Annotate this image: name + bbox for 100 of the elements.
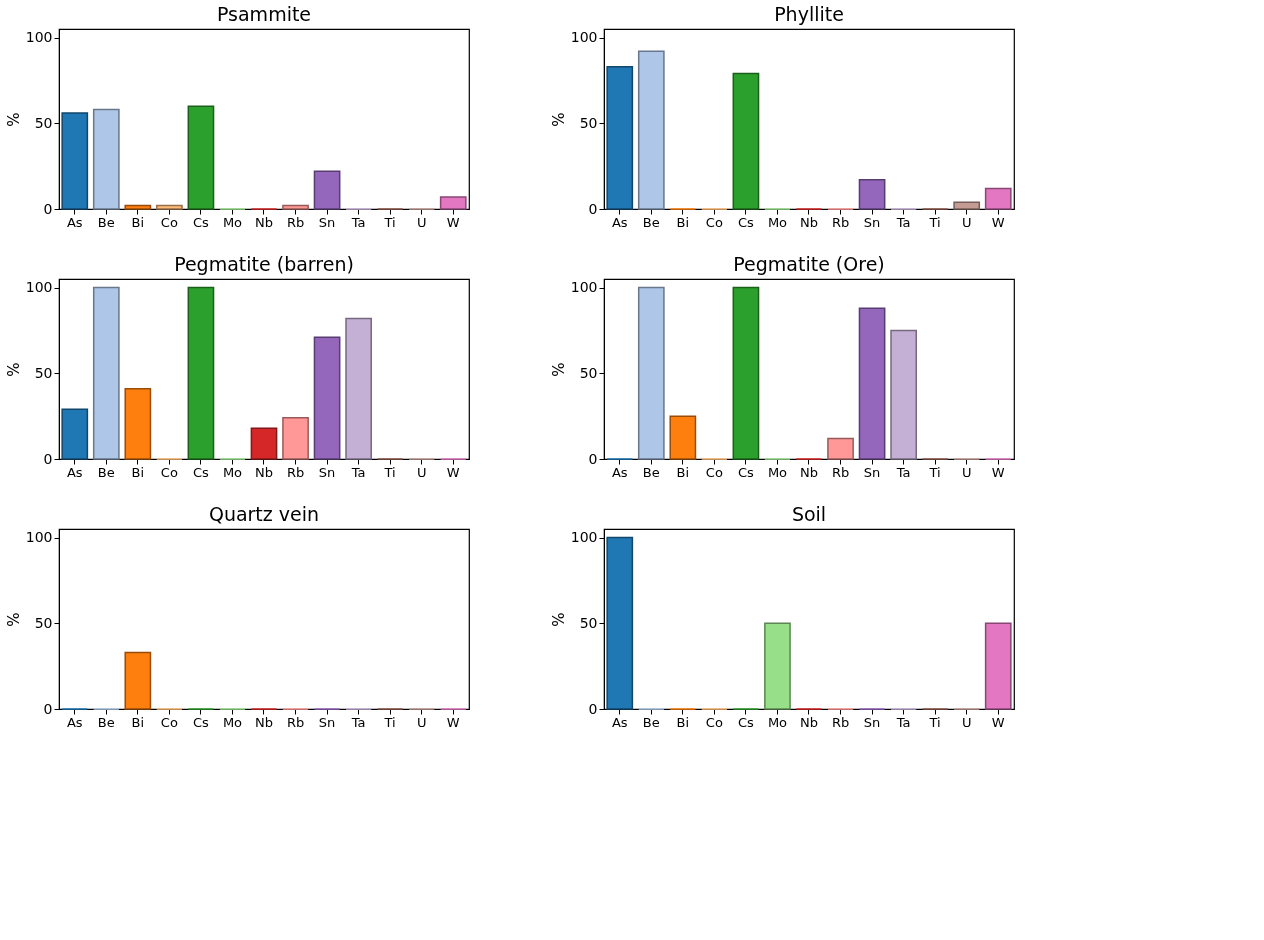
y-tick-label: 50 — [579, 364, 598, 381]
y-tick-label: 100 — [25, 529, 53, 546]
x-tick-label: Mo — [767, 714, 788, 730]
x-tick-label: Ta — [350, 714, 366, 730]
bar — [827, 437, 854, 460]
x-tick-label: Rb — [286, 214, 305, 230]
x-tick-label: Ta — [350, 464, 366, 480]
x-tick-label: Nb — [255, 714, 273, 730]
x-tick-label: W — [991, 714, 1005, 730]
bar — [124, 204, 152, 210]
y-tick-label: 50 — [579, 614, 598, 631]
x-tick-label: Be — [97, 464, 115, 480]
y-tick-label: 100 — [25, 279, 53, 296]
y-tick-label: 0 — [588, 450, 598, 467]
y-tick-label: 50 — [34, 114, 53, 131]
x-tick-label: Bi — [131, 464, 145, 480]
x-tick-label: Sn — [863, 214, 881, 230]
x-tick-label: Nb — [800, 464, 818, 480]
bar — [606, 536, 634, 710]
bar — [187, 105, 215, 210]
bar — [669, 415, 697, 460]
x-tick-label: Bi — [131, 714, 145, 730]
x-tick-label: Sn — [863, 464, 881, 480]
bar — [764, 622, 791, 710]
x-tick-label: Rb — [831, 214, 850, 230]
y-tick-label: 0 — [588, 700, 598, 717]
x-tick-label: Mo — [222, 714, 243, 730]
x-tick-label: Co — [705, 464, 723, 480]
bar — [858, 307, 886, 460]
y-tick-label: 50 — [34, 614, 53, 631]
x-tick-label: Co — [705, 714, 723, 730]
x-tick-label: U — [416, 214, 427, 230]
y-axis-title: % — [549, 362, 568, 377]
x-tick-label: Mo — [222, 214, 243, 230]
x-tick-label: U — [961, 214, 972, 230]
x-tick-label: Co — [160, 714, 178, 730]
x-tick-label: Nb — [800, 714, 818, 730]
x-tick-label: Sn — [863, 714, 881, 730]
x-tick-label: Cs — [192, 714, 210, 730]
x-tick-label: Ta — [895, 464, 911, 480]
x-tick-label: U — [416, 714, 427, 730]
chart-title: Psammite — [216, 3, 312, 25]
bar — [732, 286, 760, 460]
y-axis-title: % — [4, 112, 23, 127]
x-tick-label: Nb — [255, 214, 273, 230]
x-tick-label: Be — [642, 464, 660, 480]
x-tick-label: Ti — [928, 464, 941, 480]
x-tick-label: Cs — [737, 464, 755, 480]
x-tick-label: As — [611, 464, 628, 480]
x-tick-label: Be — [97, 214, 115, 230]
x-tick-label: W — [446, 464, 460, 480]
y-tick-label: 0 — [588, 200, 598, 217]
x-tick-label: As — [66, 714, 83, 730]
y-tick-label: 50 — [34, 364, 53, 381]
x-tick-label: As — [611, 214, 628, 230]
x-tick-label: Rb — [831, 464, 850, 480]
bar — [439, 196, 467, 210]
chart-title: Quartz vein — [208, 503, 320, 525]
chart-title: Phyllite — [774, 3, 844, 25]
y-tick-label: 100 — [570, 279, 598, 296]
x-tick-label: U — [961, 714, 972, 730]
chart-title: Soil — [791, 503, 827, 525]
x-tick-label: Cs — [192, 214, 210, 230]
y-tick-label: 100 — [25, 29, 53, 46]
y-axis-title: % — [549, 612, 568, 627]
bar — [282, 417, 309, 460]
x-tick-label: W — [446, 714, 460, 730]
bar — [61, 112, 89, 210]
x-tick-label: As — [66, 214, 83, 230]
x-tick-label: Rb — [286, 714, 305, 730]
y-axis-title: % — [549, 112, 568, 127]
y-tick-label: 0 — [43, 700, 53, 717]
x-tick-label: W — [446, 214, 460, 230]
x-tick-label: Mo — [767, 214, 788, 230]
bar — [345, 317, 372, 460]
x-tick-label: Ta — [895, 214, 911, 230]
bar — [282, 204, 309, 210]
bar — [984, 187, 1012, 210]
x-tick-label: Ti — [383, 464, 396, 480]
x-tick-label: Mo — [767, 464, 788, 480]
x-tick-label: W — [991, 214, 1005, 230]
x-tick-label: Ta — [895, 714, 911, 730]
x-tick-label: U — [961, 464, 972, 480]
bar — [953, 201, 981, 210]
x-tick-label: Cs — [737, 714, 755, 730]
bar — [890, 329, 917, 460]
x-tick-label: Bi — [676, 214, 690, 230]
x-tick-label: Co — [160, 464, 178, 480]
x-tick-label: W — [991, 464, 1005, 480]
bar — [92, 286, 120, 460]
x-tick-label: Co — [160, 214, 178, 230]
bar — [156, 204, 183, 210]
y-tick-label: 50 — [579, 114, 598, 131]
x-tick-label: Sn — [318, 214, 336, 230]
y-axis-title: % — [4, 612, 23, 627]
x-tick-label: Ti — [383, 214, 396, 230]
x-tick-label: Co — [705, 214, 723, 230]
bar — [637, 286, 665, 460]
bar — [606, 65, 634, 210]
bar — [313, 170, 341, 210]
